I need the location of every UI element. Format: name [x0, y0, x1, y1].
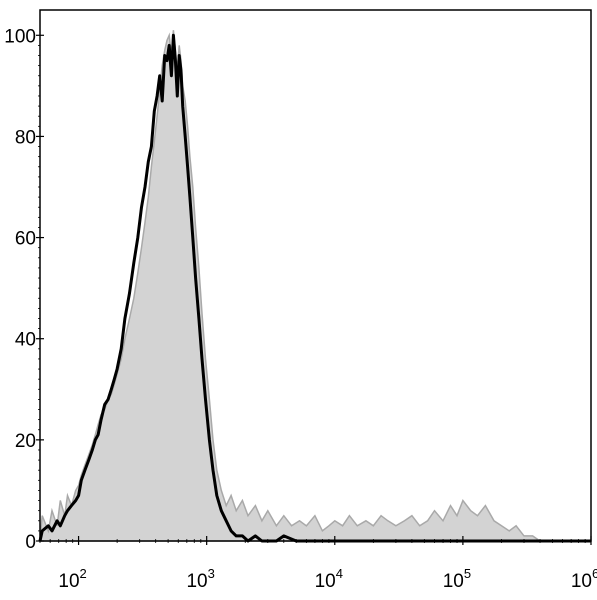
x-tick-label: 105: [443, 566, 471, 592]
x-tick-label: 103: [186, 566, 214, 592]
series-line-histogram: [38, 33, 591, 543]
x-tick-label: 104: [315, 566, 343, 592]
y-tick-label: 40: [15, 330, 36, 351]
y-tick-label: 20: [15, 431, 36, 452]
series-filled-histogram: [39, 30, 591, 542]
plot-area: [38, 30, 591, 543]
axes: 0 20 40 60 80 100 102 103 104 105 106: [4, 9, 597, 592]
y-tick-label: 80: [15, 127, 36, 148]
y-tick-label: 100: [4, 26, 36, 47]
x-tick-label: 106: [571, 566, 597, 592]
y-tick-label: 60: [15, 229, 36, 250]
y-tick-label: 0: [25, 532, 36, 553]
x-tick-label: 102: [58, 566, 86, 592]
plot-frame: [39, 9, 592, 542]
